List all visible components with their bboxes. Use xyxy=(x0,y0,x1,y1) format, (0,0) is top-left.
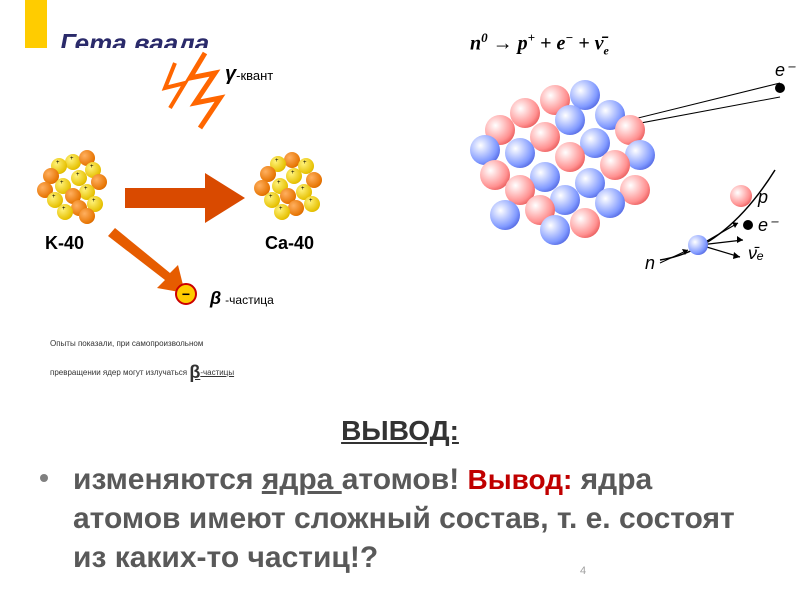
label-e-top: e⁻ xyxy=(775,60,795,81)
nucleus-k40: + + + + + + + + + xyxy=(35,148,125,238)
label-e2: e⁻ xyxy=(758,215,778,236)
neutron-split xyxy=(688,235,708,255)
electron-dot xyxy=(775,83,785,93)
conclusion-header: ВЫВОД: xyxy=(0,415,800,447)
nucleus-cluster xyxy=(470,80,660,250)
right-nucleus-diagram: e⁻ p e⁻ ν̄ₑ n xyxy=(440,25,800,275)
proton-out xyxy=(730,185,752,207)
label-p: p xyxy=(758,187,768,208)
label-gamma: γ-квант xyxy=(225,63,273,86)
slide-number: 4 xyxy=(580,565,586,577)
label-k40: K-40 xyxy=(45,233,84,254)
electron-dot-2 xyxy=(743,220,753,230)
label-beta: β-частица xyxy=(210,288,274,309)
label-n: n xyxy=(645,253,655,274)
bullet-icon xyxy=(40,474,48,482)
left-beta-decay-diagram: + + + + + + + + + + + + + + + + + − K-40… xyxy=(30,48,350,328)
beta-particle-icon: − xyxy=(175,283,197,305)
main-conclusion-text: изменяются ядра атомов! Вывод: ядра атом… xyxy=(45,460,765,577)
label-nu: ν̄ₑ xyxy=(748,243,764,264)
accent-bar xyxy=(25,0,47,48)
label-ca40: Ca-40 xyxy=(265,233,314,254)
nucleus-ca40: + + + + + + + + xyxy=(250,148,340,238)
caption-text: Опыты показали, при самопроизвольном пре… xyxy=(50,335,234,392)
